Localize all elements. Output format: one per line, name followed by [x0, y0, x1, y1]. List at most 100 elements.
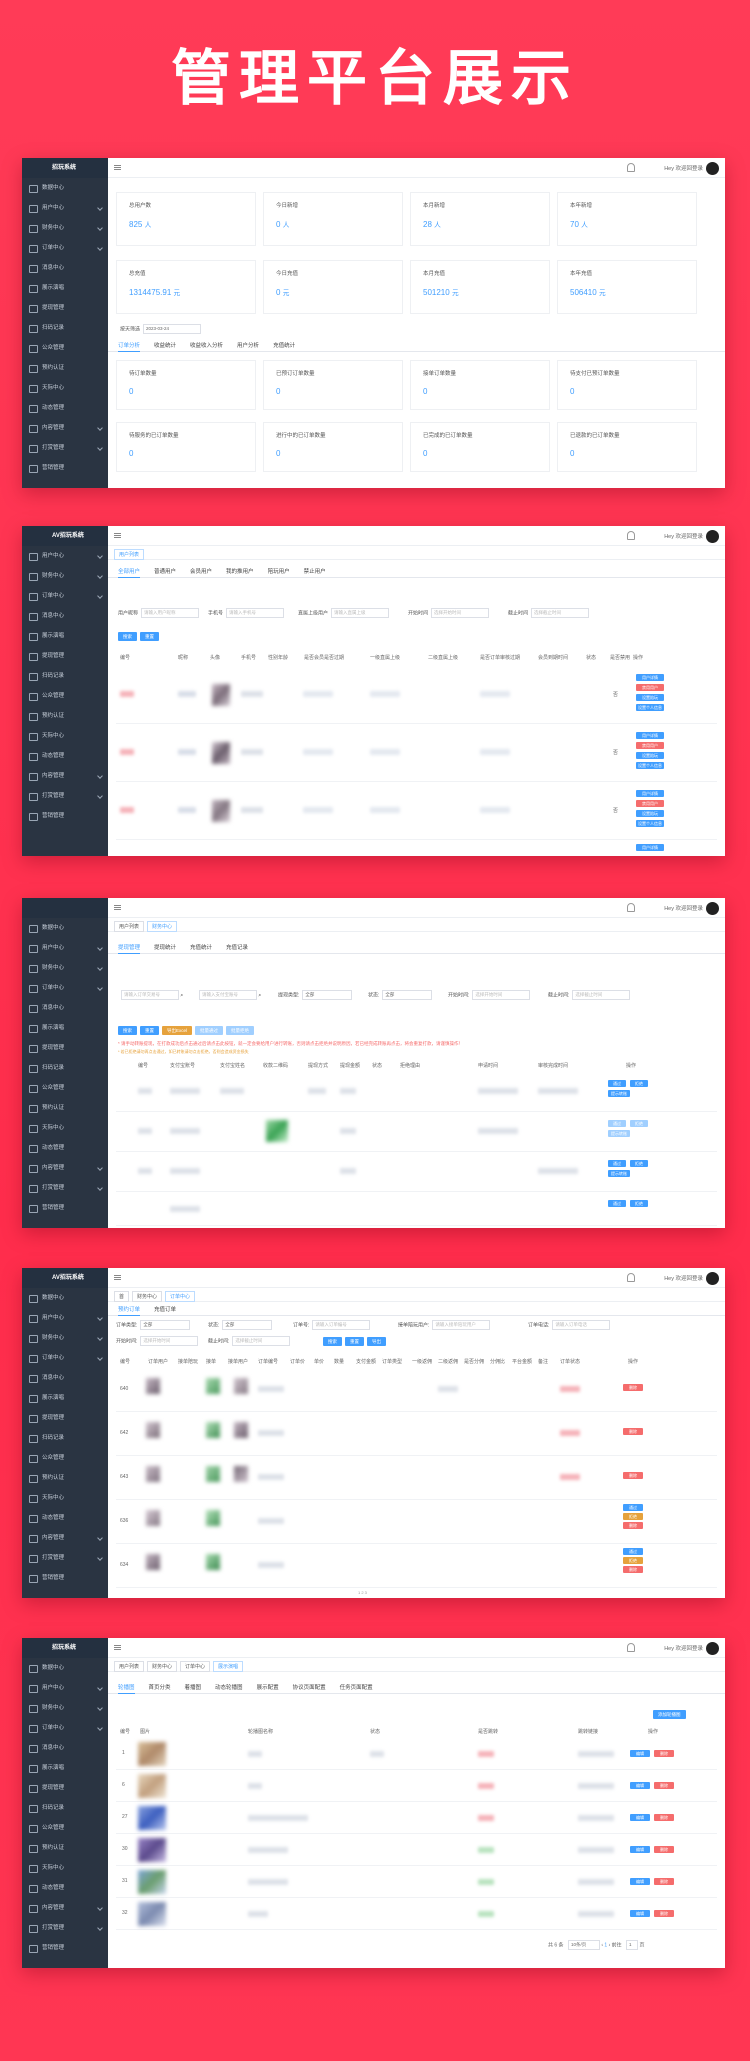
sidebar-item[interactable]: 财务中心: [22, 1698, 108, 1718]
sidebar-item[interactable]: 营销管理: [22, 1568, 108, 1588]
avatar[interactable]: [706, 162, 719, 175]
table-row[interactable]: [116, 1898, 717, 1930]
sidebar-item[interactable]: 内容管理: [22, 1898, 108, 1918]
current-page[interactable]: 1: [604, 1942, 608, 1949]
table-row[interactable]: [116, 1544, 717, 1588]
sidebar-item[interactable]: 营销管理: [22, 1198, 108, 1218]
start-date-input[interactable]: 选择开始时间: [431, 608, 490, 618]
sidebar-item[interactable]: 消息中心: [22, 1368, 108, 1388]
user-detail-button[interactable]: 用户详情: [636, 844, 664, 851]
avatar[interactable]: [706, 1642, 719, 1655]
delete-button[interactable]: 删除: [623, 1428, 643, 1435]
status-select[interactable]: 全部: [382, 990, 433, 1000]
bell-icon[interactable]: [627, 903, 635, 912]
page-tag[interactable]: 财务中心: [147, 921, 178, 932]
approve-button[interactable]: 通过: [608, 1120, 626, 1127]
table-row[interactable]: [116, 666, 717, 724]
reject-button[interactable]: 拒绝: [623, 1513, 643, 1520]
date-input[interactable]: 2023-03-24: [143, 324, 202, 334]
table-row[interactable]: [116, 1072, 717, 1112]
delete-button[interactable]: 删除: [654, 1846, 674, 1853]
search-button[interactable]: 搜索: [118, 1026, 137, 1035]
tab[interactable]: 展示配置: [256, 1685, 279, 1691]
end-date-input[interactable]: 选择截止时间: [572, 990, 631, 1000]
ban-user-button[interactable]: 禁用用户: [636, 742, 664, 749]
sidebar-item[interactable]: 打赏管理: [22, 1918, 108, 1938]
sidebar-item[interactable]: 天际中心: [22, 726, 108, 746]
tab[interactable]: 提现管理: [118, 945, 141, 954]
tab[interactable]: 充值记录: [226, 945, 249, 951]
delete-button[interactable]: 删除: [623, 1472, 643, 1479]
search-icon[interactable]: ⌕: [258, 992, 262, 999]
tab[interactable]: 收益统计: [154, 343, 177, 349]
sidebar-item[interactable]: 用户中心: [22, 546, 108, 566]
tab[interactable]: 动态轮播图: [215, 1685, 243, 1691]
sidebar-item[interactable]: 营销管理: [22, 1938, 108, 1958]
end-date-input[interactable]: 选择截止时间: [531, 608, 590, 618]
sidebar-item[interactable]: 内容管理: [22, 766, 108, 786]
tab[interactable]: 会员用户: [190, 569, 213, 575]
delete-button[interactable]: 删除: [623, 1566, 643, 1573]
sidebar-item[interactable]: 动态管理: [22, 398, 108, 418]
bell-icon[interactable]: [627, 531, 635, 540]
sidebar-item[interactable]: 订单中心: [22, 1348, 108, 1368]
sidebar-item[interactable]: 数据中心: [22, 918, 108, 938]
sidebar-item[interactable]: 打赏管理: [22, 438, 108, 458]
batch-approve-button[interactable]: 批量通过: [195, 1026, 224, 1035]
edit-button[interactable]: 编辑: [630, 1782, 650, 1789]
edit-button[interactable]: 编辑: [630, 1910, 650, 1917]
table-row[interactable]: [116, 1834, 717, 1866]
table-row[interactable]: [116, 1866, 717, 1898]
edit-button[interactable]: 编辑: [630, 1750, 650, 1757]
page-tag[interactable]: 订单中心: [180, 1661, 211, 1672]
sidebar-item[interactable]: 消息中心: [22, 1738, 108, 1758]
avatar[interactable]: [706, 1272, 719, 1285]
sidebar-item[interactable]: 天际中心: [22, 1858, 108, 1878]
reset-button[interactable]: 重置: [345, 1337, 364, 1346]
ban-user-button[interactable]: 禁用用户: [636, 684, 664, 691]
table-row[interactable]: [116, 1412, 717, 1456]
tab[interactable]: 预约订单: [118, 1307, 141, 1316]
transfer-hint-button[interactable]: 提示转账: [608, 1090, 630, 1097]
next-page-icon[interactable]: ›: [608, 1942, 611, 1949]
avatar[interactable]: [706, 530, 719, 543]
page-tag[interactable]: 用户列表: [114, 549, 145, 560]
page-tag[interactable]: 首: [114, 1291, 130, 1302]
sidebar-item[interactable]: 预约认证: [22, 706, 108, 726]
sidebar-item[interactable]: 提现管理: [22, 1038, 108, 1058]
transfer-hint-button[interactable]: 提示转账: [608, 1170, 630, 1177]
sidebar-item[interactable]: 动态管理: [22, 1508, 108, 1528]
sidebar-item[interactable]: 展示演唱: [22, 1388, 108, 1408]
reject-button[interactable]: 拒绝: [630, 1080, 648, 1087]
tab[interactable]: 协议页面配置: [292, 1685, 326, 1691]
sidebar-item[interactable]: 消息中心: [22, 998, 108, 1018]
user-detail-button[interactable]: 用户详情: [636, 732, 664, 739]
tab[interactable]: 禁止用户: [303, 569, 326, 575]
table-row[interactable]: [116, 1802, 717, 1834]
sidebar-item[interactable]: 提现管理: [22, 298, 108, 318]
order-no-input[interactable]: 请输入订单编号: [312, 1320, 371, 1330]
sidebar-item[interactable]: 预约认证: [22, 358, 108, 378]
export-excel-button[interactable]: 导出Excel: [162, 1026, 193, 1035]
sidebar-item[interactable]: 动态管理: [22, 1138, 108, 1158]
sidebar-item[interactable]: 动态管理: [22, 746, 108, 766]
delete-button[interactable]: 删除: [623, 1522, 643, 1529]
sidebar-item[interactable]: 公众管理: [22, 1448, 108, 1468]
sidebar-item[interactable]: 预约认证: [22, 1468, 108, 1488]
companion-input[interactable]: 请输入接单陪玩用户: [432, 1320, 491, 1330]
sidebar-item[interactable]: 预约认证: [22, 1098, 108, 1118]
sidebar-item[interactable]: 展示演唱: [22, 626, 108, 646]
page-tag[interactable]: 财务中心: [147, 1661, 178, 1672]
sidebar-item[interactable]: 公众管理: [22, 338, 108, 358]
delete-button[interactable]: 删除: [654, 1782, 674, 1789]
tab[interactable]: 首页分类: [148, 1685, 171, 1691]
tab[interactable]: 普通用户: [154, 569, 177, 575]
page-size-select[interactable]: 10条/页: [567, 1940, 600, 1950]
start-date-input[interactable]: 选择开始时间: [472, 990, 531, 1000]
delete-button[interactable]: 删除: [623, 1384, 643, 1391]
goto-input[interactable]: 1: [626, 1940, 639, 1950]
end-date-input[interactable]: 选择截止时间: [232, 1336, 291, 1346]
tab[interactable]: 我的推用户: [226, 569, 254, 575]
tab[interactable]: 充值统计: [273, 343, 296, 349]
tab[interactable]: 提现统计: [154, 945, 177, 951]
